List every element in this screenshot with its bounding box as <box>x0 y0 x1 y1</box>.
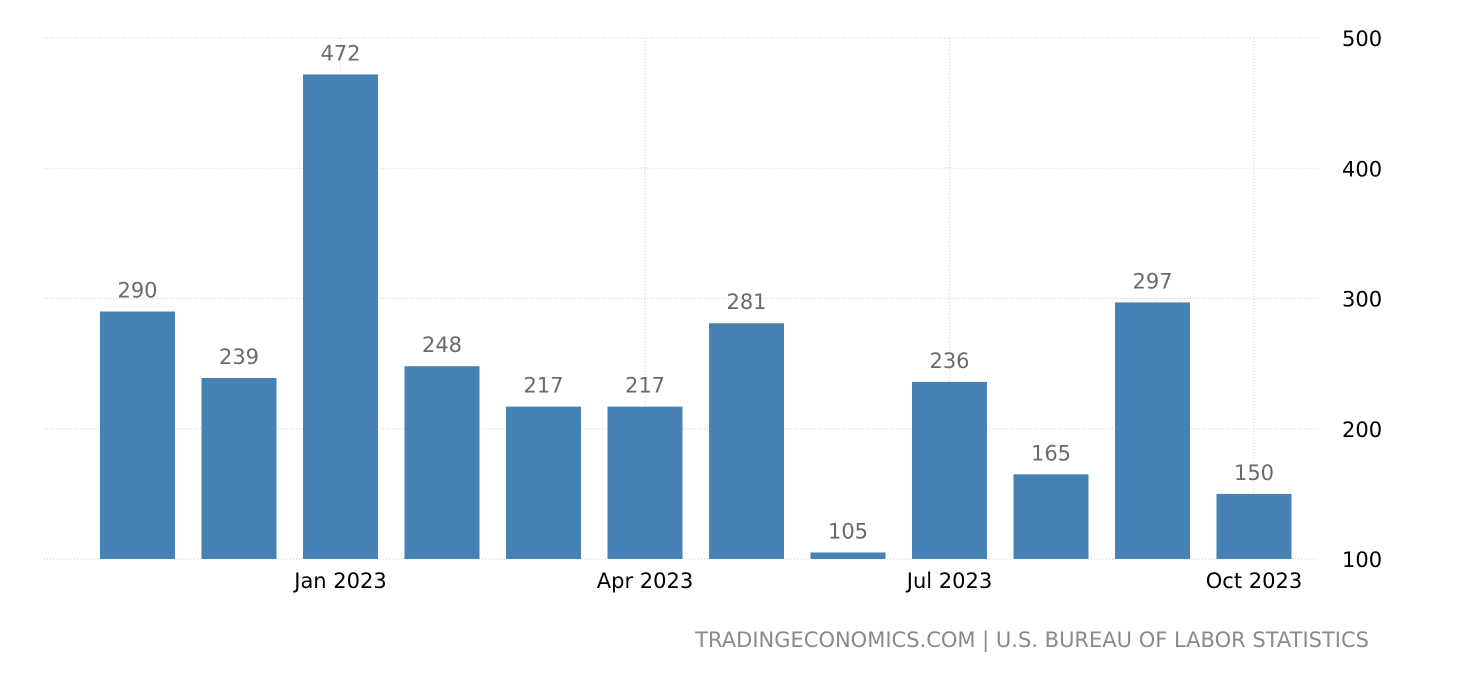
bar <box>404 366 480 559</box>
y-tick-label: 500 <box>1342 27 1382 51</box>
x-tick-label: Jan 2023 <box>292 569 387 593</box>
bar <box>1115 302 1190 559</box>
bar-value-label: 281 <box>726 290 766 314</box>
bar <box>709 323 784 559</box>
x-tick-label: Apr 2023 <box>597 569 693 593</box>
bar-value-label: 217 <box>523 374 563 398</box>
bar-value-label: 248 <box>422 333 462 357</box>
y-tick-label: 100 <box>1342 548 1382 572</box>
bar-value-label: 297 <box>1132 269 1172 293</box>
bar-value-label: 239 <box>219 345 259 369</box>
bar <box>1216 493 1292 559</box>
bar <box>810 552 886 559</box>
bar <box>303 74 378 559</box>
bar-value-label: 236 <box>929 349 969 373</box>
bar-value-label: 150 <box>1234 461 1274 485</box>
x-tick-label: Oct 2023 <box>1206 569 1302 593</box>
y-axis-tick-labels: 100 200 300 400 500 <box>1342 27 1382 572</box>
y-tick-label: 300 <box>1342 288 1382 312</box>
y-tick-label: 200 <box>1342 418 1382 442</box>
x-axis-tick-labels: Jan 2023 Apr 2023 Jul 2023 Oct 2023 <box>292 569 1302 593</box>
bar <box>506 406 581 559</box>
bar-value-label: 105 <box>828 519 868 543</box>
data-labels: 290 239 472 248 217 217 281 105 236 165 297 150 <box>117 41 1274 543</box>
bars <box>100 74 1292 559</box>
bar <box>100 311 175 559</box>
x-tick-label: Jul 2023 <box>905 569 992 593</box>
bar-value-label: 472 <box>320 41 360 65</box>
bar <box>607 406 683 559</box>
bar <box>1013 474 1089 559</box>
bar-value-label: 217 <box>625 374 665 398</box>
bar <box>912 381 987 559</box>
bar-value-label: 290 <box>117 279 157 303</box>
y-tick-label: 400 <box>1342 157 1382 181</box>
bar <box>201 377 277 559</box>
source-credit: TRADINGECONOMICS.COM | U.S. BUREAU OF LA… <box>695 628 1369 652</box>
bar-value-label: 165 <box>1031 441 1071 465</box>
